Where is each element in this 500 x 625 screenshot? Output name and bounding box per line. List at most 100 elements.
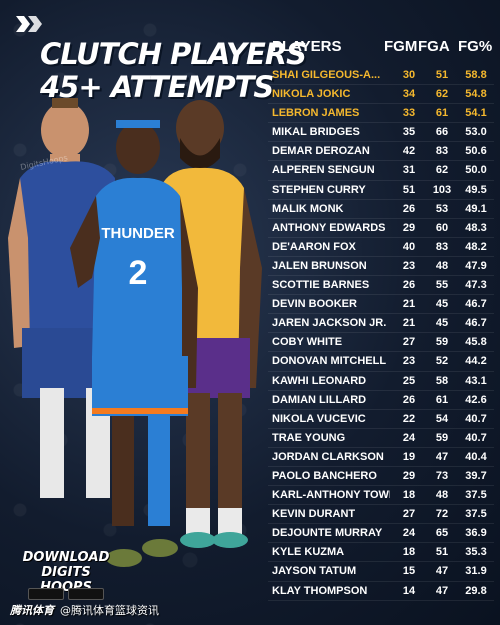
fgp-cell: 46.7 xyxy=(465,317,487,330)
table-row: DE'AARON FOX 40 83 48.2 xyxy=(268,238,494,257)
fgp-cell: 31.9 xyxy=(465,565,487,578)
fgp-cell: 54.1 xyxy=(465,107,487,120)
table-row: KAWHI LEONARD 25 58 43.1 xyxy=(268,372,494,391)
fgm-cell: 40 xyxy=(402,240,416,253)
fgm-cell: 14 xyxy=(402,584,416,597)
fgp-cell: 37.5 xyxy=(465,489,487,502)
jersey-number: 2 xyxy=(129,254,148,292)
player-name-cell: KAWHI LEONARD xyxy=(272,374,367,387)
player-name-cell: JAYSON TATUM xyxy=(272,565,357,578)
fgm-cell: 34 xyxy=(402,88,416,101)
player-name-cell: DONOVAN MITCHELL xyxy=(272,355,387,368)
fga-cell: 53 xyxy=(435,202,449,215)
player-name-cell: JAREN JACKSON JR. xyxy=(272,317,387,330)
fgp-cell: 48.3 xyxy=(465,221,487,234)
player-name-cell: COBY WHITE xyxy=(272,336,343,349)
stats-table: PLAYERS FGM FGA FG% SHAI GILGEOUS-A... 30… xyxy=(268,38,494,601)
fgp-cell: 58.8 xyxy=(465,69,487,81)
fga-cell: 65 xyxy=(435,527,449,540)
table-row: COBY WHITE 27 59 45.8 xyxy=(268,333,494,353)
fgp-cell: 44.2 xyxy=(465,355,487,368)
player-left-figure xyxy=(8,98,115,498)
fgm-cell: 21 xyxy=(402,298,416,311)
header-fgm: FGM xyxy=(384,38,418,55)
table-row: TRAE YOUNG 24 59 40.7 xyxy=(268,429,494,448)
fgm-cell: 31 xyxy=(402,164,416,177)
fgp-cell: 42.6 xyxy=(465,393,487,406)
header-fgp: FG% xyxy=(458,38,493,55)
fgp-cell: 50.6 xyxy=(465,145,487,158)
fgp-cell: 40.7 xyxy=(465,431,487,444)
table-row: KLAY THOMPSON 14 47 29.8 xyxy=(268,582,494,601)
fgp-cell: 49.5 xyxy=(465,183,487,196)
fga-cell: 55 xyxy=(435,279,449,292)
page-title: CLUTCH PLAYERS 45+ ATTEMPTS xyxy=(40,37,307,104)
player-name-cell: STEPHEN CURRY xyxy=(272,183,366,196)
fga-cell: 47 xyxy=(435,450,449,463)
table-row: LEBRON JAMES 33 61 54.1 xyxy=(268,104,494,124)
table-row: KARL-ANTHONY TOWNS 18 48 37.5 xyxy=(268,486,494,506)
player-name-cell: MALIK MONK xyxy=(272,202,344,215)
player-name-cell: SHAI GILGEOUS-A... xyxy=(272,69,381,81)
fgm-cell: 24 xyxy=(402,431,416,444)
fgp-cell: 48.2 xyxy=(465,240,487,253)
fga-cell: 45 xyxy=(435,317,449,330)
title-line-1: CLUTCH PLAYERS xyxy=(40,37,307,71)
player-name-cell: DE'AARON FOX xyxy=(272,240,356,253)
fgm-cell: 18 xyxy=(402,546,416,559)
table-row: DONOVAN MITCHELL 23 52 44.2 xyxy=(268,352,494,372)
promo-line-1: DOWNLOAD xyxy=(22,550,110,565)
fgp-cell: 40.4 xyxy=(465,450,487,463)
fgm-cell: 18 xyxy=(402,489,416,502)
table-row: SHAI GILGEOUS-A... 30 51 58.8 xyxy=(268,66,494,86)
fga-cell: 59 xyxy=(435,336,449,349)
fgp-cell: 39.7 xyxy=(465,469,487,482)
table-row: PAOLO BANCHERO 29 73 39.7 xyxy=(268,467,494,487)
fgp-cell: 36.9 xyxy=(465,527,487,540)
player-name-cell: DEJOUNTE MURRAY xyxy=(272,527,383,540)
player-name-cell: SCOTTIE BARNES xyxy=(272,279,370,292)
fga-cell: 51 xyxy=(435,546,449,559)
players-illustration: THUNDER 2 xyxy=(8,98,262,567)
fgp-cell: 54.8 xyxy=(465,88,487,101)
fga-cell: 58 xyxy=(435,374,449,387)
player-name-cell: NIKOLA VUCEVIC xyxy=(272,412,366,425)
fgm-cell: 23 xyxy=(402,355,416,368)
fga-cell: 72 xyxy=(435,508,449,521)
table-row: ANTHONY EDWARDS 29 60 48.3 xyxy=(268,219,494,238)
fga-cell: 51 xyxy=(435,69,449,81)
fgm-cell: 29 xyxy=(402,469,416,482)
footer-brand: 腾讯体育 xyxy=(10,604,54,617)
fga-cell: 61 xyxy=(435,107,449,120)
fgm-cell: 19 xyxy=(402,450,416,463)
fgm-cell: 15 xyxy=(402,565,416,578)
fga-cell: 103 xyxy=(432,183,452,196)
player-center-figure: THUNDER 2 xyxy=(70,120,198,567)
fgm-cell: 29 xyxy=(402,221,416,234)
player-name-cell: KLAY THOMPSON xyxy=(272,584,368,597)
fga-cell: 45 xyxy=(435,298,449,311)
fgm-cell: 30 xyxy=(402,69,416,81)
player-name-cell: JALEN BRUNSON xyxy=(272,259,367,272)
google-play-icon xyxy=(68,588,104,600)
fga-cell: 48 xyxy=(435,489,449,502)
fgm-cell: 22 xyxy=(402,412,416,425)
player-name-cell: KARL-ANTHONY TOWNS xyxy=(272,489,390,502)
fga-cell: 59 xyxy=(435,431,449,444)
table-row: JALEN BRUNSON 23 48 47.9 xyxy=(268,257,494,277)
fgm-cell: 27 xyxy=(402,336,416,349)
table-header: PLAYERS FGM FGA FG% xyxy=(268,38,494,60)
fgp-cell: 35.3 xyxy=(465,546,487,559)
table-row: JORDAN CLARKSON 19 47 40.4 xyxy=(268,448,494,467)
table-row: KYLE KUZMA 18 51 35.3 xyxy=(268,543,494,563)
fgp-cell: 45.8 xyxy=(465,336,487,349)
table-row: DEJOUNTE MURRAY 24 65 36.9 xyxy=(268,524,494,544)
fgp-cell: 37.5 xyxy=(465,508,487,521)
footer-handle: @腾讯体育篮球资讯 xyxy=(60,604,159,617)
fgp-cell: 49.1 xyxy=(465,202,487,215)
fgm-cell: 51 xyxy=(402,183,416,196)
table-row: NIKOLA JOKIC 34 62 54.8 xyxy=(268,85,494,105)
fga-cell: 62 xyxy=(435,88,449,101)
footer-watermark: 腾讯体育 @腾讯体育篮球资讯 xyxy=(10,602,159,618)
fgm-cell: 25 xyxy=(402,374,416,387)
